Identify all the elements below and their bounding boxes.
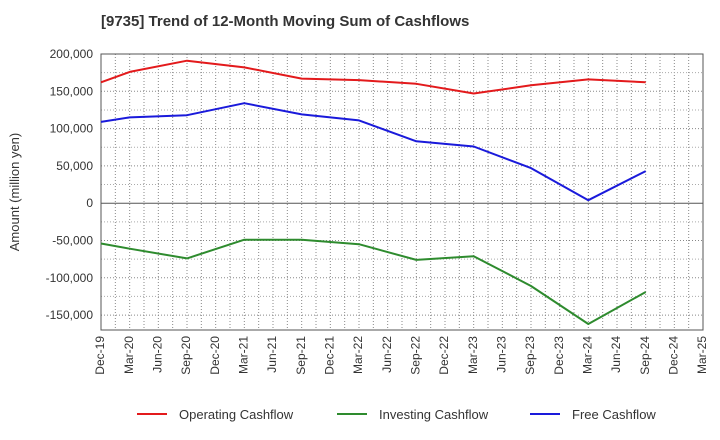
chart-title: [9735] Trend of 12-Month Moving Sum of C…	[101, 13, 470, 30]
operating-cashflow-line	[100, 59, 646, 95]
y-tick-label: 200,000	[50, 47, 94, 61]
x-tick-label: Dec-21	[323, 336, 337, 375]
y-tick-label: 150,000	[50, 84, 94, 98]
x-tick-label: Dec-24	[667, 336, 681, 375]
free-cashflow-line	[100, 102, 647, 202]
x-tick-label: Jun-23	[495, 336, 509, 373]
y-tick-label: -150,000	[46, 308, 94, 322]
free-cashflow-legend-label: Free Cashflow	[572, 407, 656, 422]
x-tick-label: Dec-23	[552, 336, 566, 375]
y-tick-label: 100,000	[50, 122, 94, 136]
axis-layer: 200,000 150,000 100,000 50,000 0 -50,000 -100,…	[7, 47, 709, 375]
x-tick-label: Dec-22	[437, 336, 451, 375]
operating-cashflow-legend-label: Operating Cashflow	[179, 407, 294, 422]
x-tick-label: Mar-20	[122, 336, 136, 374]
x-tick-label: Dec-20	[208, 336, 222, 375]
y-axis-label: Amount (million yen)	[7, 133, 22, 252]
x-tick-label: Sep-21	[294, 336, 308, 375]
x-tick-label: Sep-24	[638, 336, 652, 375]
x-tick-label: Sep-20	[179, 336, 193, 375]
x-tick-label: Sep-23	[523, 336, 537, 375]
x-tick-label: Jun-21	[265, 336, 279, 373]
x-tick-label: Sep-22	[409, 336, 423, 375]
x-tick-label: Jun-22	[380, 336, 394, 373]
x-tick-label: Jun-24	[609, 336, 623, 373]
y-tick-label: 0	[86, 196, 93, 210]
legend-layer: Operating Cashflow Investing Cashflow Free…	[137, 407, 656, 422]
x-tick-label: Mar-21	[237, 336, 251, 374]
investing-cashflow-legend-label: Investing Cashflow	[379, 407, 489, 422]
y-tick-label: -100,000	[46, 271, 94, 285]
investing-cashflow-line	[100, 238, 647, 325]
x-tick-label: Dec-19	[93, 336, 107, 375]
x-tick-label: Mar-22	[351, 336, 365, 374]
plot-border	[100, 53, 704, 331]
x-tick-label: Mar-24	[581, 336, 595, 374]
x-tick-label: Jun-20	[151, 336, 165, 373]
series-layer	[100, 59, 647, 325]
y-tick-label: 50,000	[56, 159, 93, 173]
x-tick-label: Mar-25	[695, 336, 709, 374]
x-tick-label: Mar-23	[466, 336, 480, 374]
grid-layer	[100, 53, 704, 330]
y-tick-label: -50,000	[52, 233, 93, 247]
